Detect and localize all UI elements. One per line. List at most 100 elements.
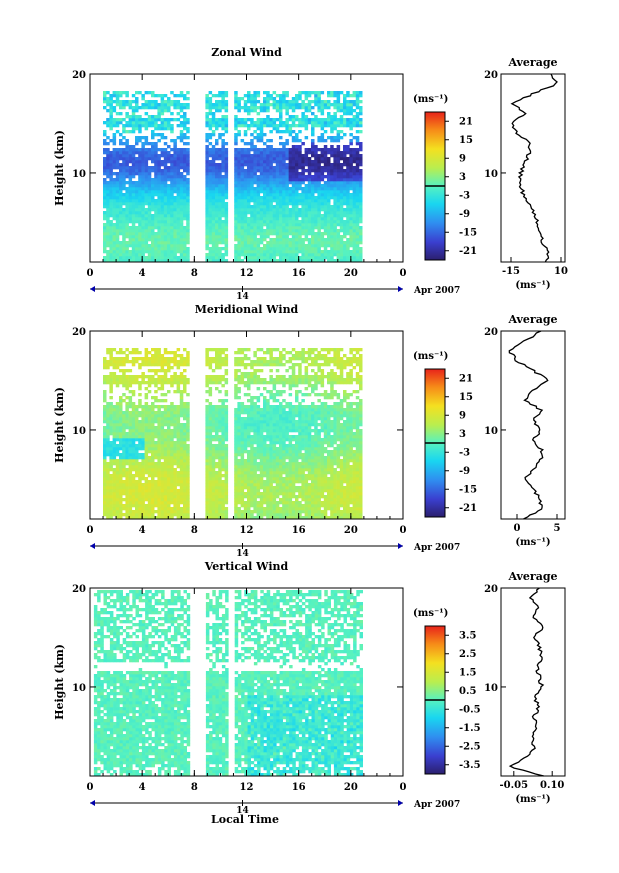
heatmap-cell — [154, 142, 158, 146]
heatmap-cell — [298, 118, 302, 122]
heatmap-cell — [112, 259, 117, 263]
heatmap-cell — [112, 223, 117, 227]
heatmap-cell — [138, 136, 142, 140]
heatmap-cell — [336, 199, 341, 203]
heatmap-cell — [138, 223, 142, 227]
heatmap-cell — [307, 471, 312, 475]
heatmap-cell — [272, 190, 277, 194]
heatmap-cell — [282, 217, 286, 221]
heatmap-cell — [279, 513, 283, 517]
heatmap-cell — [330, 172, 334, 176]
heatmap-cell — [157, 214, 161, 218]
heatmap-cell — [125, 157, 129, 161]
heatmap-cell — [176, 471, 181, 475]
heatmap-cell — [112, 121, 117, 125]
profile-unit: (ms⁻¹) — [515, 280, 550, 291]
heatmap-cell — [160, 109, 165, 113]
heatmap-cell — [115, 160, 120, 164]
heatmap-cell — [272, 166, 277, 170]
heatmap-cell — [291, 238, 296, 242]
heatmap-cell — [263, 501, 267, 505]
heatmap-cell — [141, 504, 145, 508]
heatmap-cell — [135, 181, 139, 185]
heatmap-cell — [218, 477, 222, 481]
heatmap-cell — [240, 513, 245, 517]
heatmap-cell — [103, 181, 107, 185]
heatmap-cell — [349, 229, 353, 233]
heatmap-cell — [359, 480, 363, 484]
heatmap-cell — [333, 498, 337, 502]
heatmap-cell — [215, 507, 219, 511]
heatmap-cell — [157, 483, 161, 487]
heatmap-cell — [330, 163, 334, 167]
heatmap-cell — [163, 489, 168, 493]
heatmap-cell — [160, 504, 165, 508]
heatmap-cell — [170, 513, 174, 517]
heatmap-cell — [163, 163, 168, 167]
heatmap-cell — [163, 142, 168, 146]
heatmap-cell — [144, 471, 149, 475]
heatmap-cell — [266, 193, 270, 197]
heatmap-cell — [205, 106, 209, 110]
heatmap-cell — [122, 193, 126, 197]
heatmap-cell — [343, 471, 347, 475]
heatmap-cell — [269, 247, 273, 251]
heatmap-cell — [215, 232, 219, 236]
heatmap-cell — [333, 166, 337, 170]
heatmap-cell — [282, 190, 286, 194]
heatmap-cell — [211, 459, 216, 463]
heatmap-cell — [208, 232, 213, 236]
heatmap-cell — [106, 103, 110, 107]
heatmap-cell — [125, 256, 129, 260]
heatmap-cell — [173, 244, 177, 248]
heatmap-cell — [298, 157, 302, 161]
heatmap-cell — [138, 232, 142, 236]
heatmap-cell — [151, 226, 155, 230]
heatmap-cell — [327, 169, 331, 173]
heatmap-cell — [272, 103, 277, 107]
heatmap-cell — [128, 220, 133, 224]
heatmap-cell — [336, 504, 341, 508]
heatmap-cell — [106, 468, 110, 472]
heatmap-cell — [103, 501, 107, 505]
heatmap-cell — [247, 229, 251, 233]
heatmap-cell — [336, 190, 341, 194]
heatmap-cell — [167, 504, 171, 508]
heatmap-cell — [355, 139, 360, 143]
heatmap-cell — [205, 103, 209, 107]
heatmap-cell — [176, 208, 181, 212]
heatmap-cell — [263, 495, 267, 499]
heatmap-cell — [234, 190, 238, 194]
heatmap-cell — [215, 498, 219, 502]
heatmap-cell — [208, 172, 213, 176]
heatmap-cell — [208, 151, 213, 155]
heatmap-cell — [327, 471, 331, 475]
heatmap-cell — [119, 205, 123, 209]
heatmap-cell — [151, 196, 155, 200]
heatmap-cell — [333, 187, 337, 191]
heatmap-cell — [135, 190, 139, 194]
heatmap-cell — [288, 193, 293, 197]
heatmap-cell — [288, 504, 293, 508]
heatmap-cell — [327, 124, 331, 128]
heatmap-cell — [173, 510, 177, 514]
heatmap-cell — [263, 118, 267, 122]
heatmap-cell — [330, 190, 334, 194]
heatmap-cell — [208, 241, 213, 245]
heatmap-cell — [163, 459, 168, 463]
heatmap-cell — [243, 163, 248, 167]
heatmap-cell — [298, 507, 302, 511]
heatmap-cell — [291, 124, 296, 128]
heatmap-cell — [144, 160, 149, 164]
heatmap-cell — [301, 115, 305, 119]
heatmap-cell — [205, 232, 209, 236]
heatmap-cell — [349, 238, 353, 242]
heatmap-cell — [272, 208, 277, 212]
heatmap-cell — [343, 196, 347, 200]
heatmap-cell — [215, 154, 219, 158]
heatmap-cell — [125, 223, 129, 227]
heatmap-cell — [275, 474, 280, 478]
heatmap-cell — [346, 513, 350, 517]
profile-x-label: 10 — [554, 266, 568, 277]
heatmap-cell — [259, 151, 264, 155]
